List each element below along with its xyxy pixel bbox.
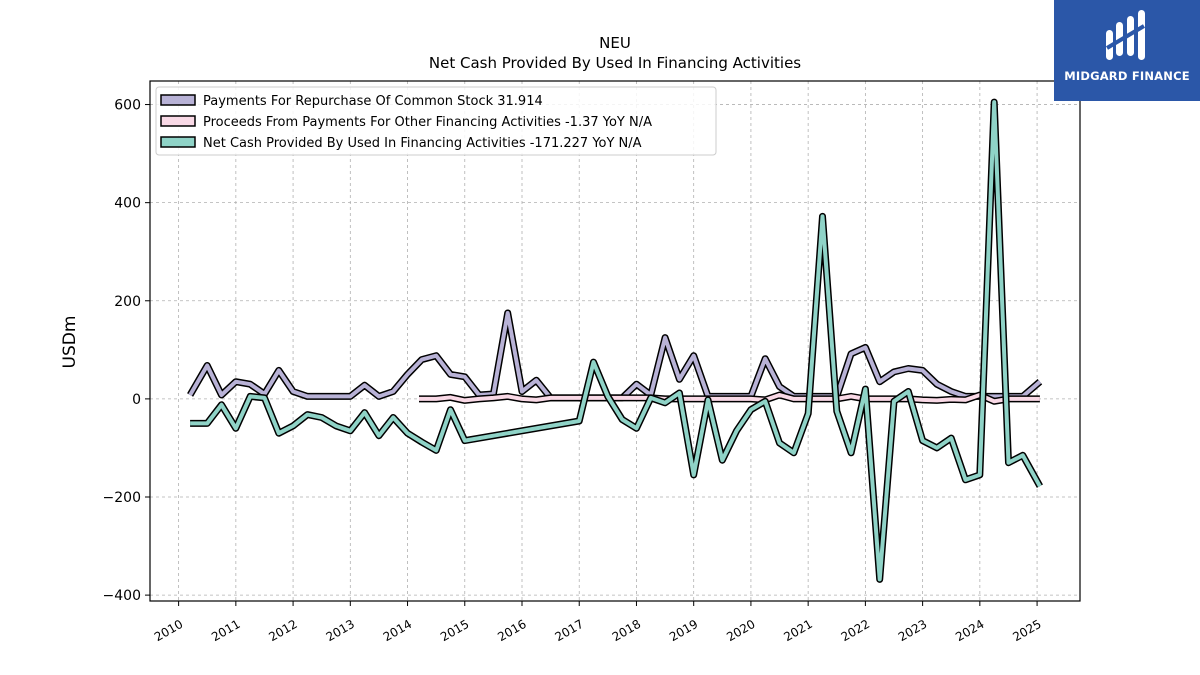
brand-logo: MIDGARD FINANCE	[1054, 0, 1200, 101]
x-tick-label: 2011	[209, 617, 242, 644]
chart-title: NEU	[599, 34, 631, 52]
x-tick-label: 2014	[381, 617, 414, 644]
y-tick-label: 200	[114, 294, 141, 310]
x-tick-label: 2013	[324, 617, 357, 644]
y-tick-label: 400	[114, 196, 141, 212]
x-tick-label: 2022	[839, 617, 872, 644]
x-tick-label: 2016	[495, 617, 528, 644]
x-tick-label: 2019	[667, 617, 700, 644]
x-tick-label: 2020	[724, 617, 757, 644]
grid	[150, 81, 1080, 601]
plot-frame	[149, 80, 1081, 602]
x-tick-label: 2023	[896, 617, 929, 644]
brand-logo-icon	[1105, 10, 1146, 60]
y-tick-label: −400	[103, 588, 141, 604]
y-tick-label: 600	[114, 98, 141, 114]
y-axis-label: USDm	[60, 316, 80, 369]
legend-swatch	[160, 115, 196, 127]
x-tick-label: 2010	[152, 617, 185, 644]
legend-label: Net Cash Provided By Used In Financing A…	[203, 136, 642, 151]
y-tick-label: 0	[132, 392, 141, 408]
series-line-1	[419, 393, 1040, 404]
legend: Payments For Repurchase Of Common Stock …	[155, 86, 717, 156]
series-line-outline-2	[190, 98, 1043, 583]
x-tick-label: 2024	[953, 617, 986, 644]
series-line-outline-0	[187, 309, 1043, 402]
legend-label: Proceeds From Payments For Other Financi…	[203, 115, 652, 130]
y-tick-label: −200	[103, 490, 141, 506]
legend-swatch	[160, 94, 196, 106]
x-tick-label: 2021	[781, 617, 814, 644]
series-lines	[187, 98, 1043, 583]
legend-label: Payments For Repurchase Of Common Stock …	[203, 94, 543, 109]
x-tick-label: 2018	[610, 617, 643, 644]
x-tick-label: 2017	[553, 617, 586, 644]
chart-subtitle: Net Cash Provided By Used In Financing A…	[429, 54, 801, 72]
series-line-2	[190, 100, 1042, 582]
legend-swatch	[160, 136, 196, 148]
x-tick-label: 2025	[1010, 617, 1043, 644]
x-tick-label: 2015	[438, 617, 471, 644]
brand-name: MIDGARD FINANCE	[1064, 69, 1190, 83]
series-line-0	[188, 311, 1042, 400]
x-tick-label: 2012	[266, 617, 299, 644]
legend-box	[155, 86, 717, 156]
